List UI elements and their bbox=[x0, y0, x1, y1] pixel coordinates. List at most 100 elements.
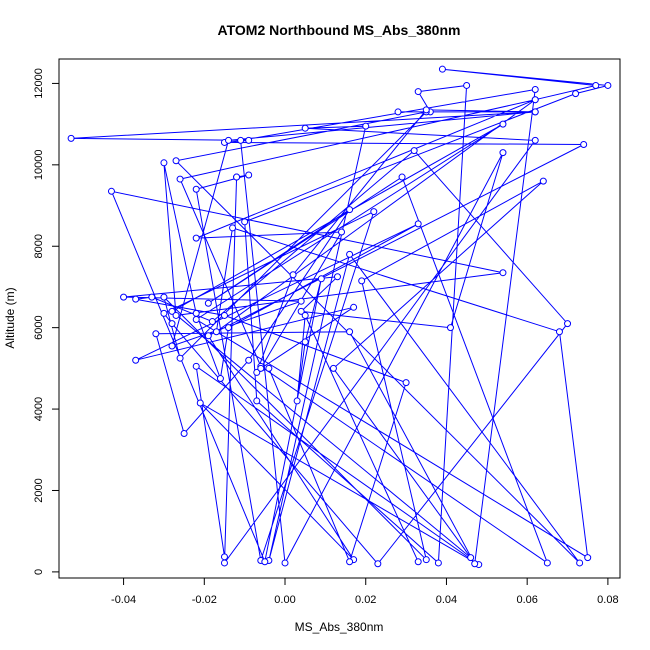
x-tick-label: 0.00 bbox=[274, 594, 295, 606]
data-point bbox=[374, 560, 382, 568]
data-point bbox=[172, 157, 180, 165]
y-axis-label: Altitude (m) bbox=[3, 287, 17, 348]
data-point bbox=[350, 303, 358, 311]
data-point bbox=[604, 81, 612, 89]
data-point bbox=[301, 311, 309, 319]
series-line bbox=[71, 68, 609, 566]
data-point bbox=[346, 558, 354, 566]
data-point bbox=[584, 554, 592, 562]
data-point bbox=[216, 375, 224, 383]
data-point bbox=[543, 559, 551, 567]
data-point bbox=[402, 379, 410, 387]
data-point bbox=[467, 554, 475, 562]
data-point bbox=[329, 364, 337, 372]
data-point bbox=[225, 136, 233, 144]
y-tick-label: 6000 bbox=[33, 315, 45, 339]
data-point bbox=[471, 560, 479, 568]
data-point bbox=[531, 96, 539, 104]
data-point bbox=[172, 311, 180, 319]
x-axis: -0.04 -0.02 0.00 0.02 0.04 0.06 0.08 bbox=[111, 577, 619, 606]
data-point bbox=[176, 175, 184, 183]
data-point bbox=[564, 320, 572, 328]
y-tick-label: 4000 bbox=[33, 397, 45, 421]
y-tick-label: 2000 bbox=[33, 478, 45, 502]
data-point bbox=[132, 356, 140, 364]
data-point bbox=[168, 307, 176, 315]
data-point bbox=[531, 136, 539, 144]
data-point bbox=[434, 559, 442, 567]
data-point bbox=[414, 220, 422, 228]
data-point bbox=[176, 354, 184, 362]
data-point bbox=[265, 364, 273, 372]
data-point bbox=[245, 171, 253, 179]
data-point bbox=[398, 173, 406, 181]
data-point bbox=[192, 362, 200, 370]
data-point bbox=[394, 108, 402, 116]
y-tick-label: 12000 bbox=[33, 68, 45, 99]
data-point bbox=[281, 559, 289, 567]
y-tick-label: 8000 bbox=[33, 234, 45, 258]
data-point bbox=[253, 368, 261, 376]
data-point bbox=[580, 140, 588, 148]
data-point bbox=[120, 293, 128, 301]
data-point bbox=[414, 88, 422, 96]
data-point bbox=[253, 397, 261, 405]
data-point bbox=[152, 330, 160, 338]
y-tick-label: 0 bbox=[33, 569, 45, 575]
data-point bbox=[212, 328, 220, 336]
data-point bbox=[414, 558, 422, 566]
data-point bbox=[192, 185, 200, 193]
data-point bbox=[160, 309, 168, 317]
series-path bbox=[71, 68, 609, 566]
data-point bbox=[297, 297, 305, 305]
x-tick-label: -0.02 bbox=[192, 594, 217, 606]
data-point bbox=[499, 120, 507, 128]
data-point bbox=[531, 108, 539, 116]
data-point bbox=[531, 86, 539, 94]
data-point bbox=[160, 293, 168, 301]
data-point bbox=[196, 399, 204, 407]
data-point bbox=[132, 295, 140, 303]
data-point bbox=[346, 206, 354, 214]
data-point bbox=[297, 307, 305, 315]
data-point bbox=[237, 136, 245, 144]
chart-title: ATOM2 Northbound MS_Abs_380nm bbox=[218, 22, 461, 38]
x-axis-label: MS_Abs_380nm bbox=[295, 620, 384, 634]
data-point bbox=[576, 559, 584, 567]
data-point bbox=[338, 228, 346, 236]
data-point bbox=[346, 328, 354, 336]
data-point bbox=[301, 338, 309, 346]
data-point bbox=[208, 318, 216, 326]
data-point bbox=[422, 106, 430, 114]
data-point bbox=[168, 342, 176, 350]
series-points bbox=[67, 65, 612, 569]
x-tick-label: 0.06 bbox=[516, 594, 537, 606]
data-point bbox=[539, 177, 547, 185]
data-point bbox=[410, 147, 418, 155]
data-point bbox=[225, 324, 233, 332]
data-point bbox=[301, 124, 309, 132]
data-point bbox=[422, 556, 430, 564]
data-point bbox=[362, 122, 370, 130]
data-point bbox=[592, 81, 600, 89]
data-point bbox=[148, 293, 156, 301]
data-point bbox=[499, 269, 507, 277]
data-point bbox=[438, 65, 446, 73]
data-point bbox=[233, 173, 241, 181]
data-point bbox=[192, 234, 200, 242]
data-point bbox=[168, 320, 176, 328]
data-point bbox=[245, 356, 253, 364]
data-point bbox=[204, 332, 212, 340]
x-tick-label: 0.08 bbox=[597, 594, 618, 606]
data-point bbox=[261, 558, 269, 566]
data-point bbox=[289, 271, 297, 279]
data-point bbox=[180, 429, 188, 437]
y-axis: 0 2000 4000 6000 8000 10000 12000 bbox=[33, 68, 60, 575]
y-tick-label: 10000 bbox=[33, 150, 45, 181]
data-point bbox=[333, 273, 341, 281]
data-point bbox=[220, 311, 228, 319]
data-point bbox=[192, 316, 200, 324]
data-point bbox=[257, 364, 265, 372]
data-point bbox=[220, 553, 228, 561]
